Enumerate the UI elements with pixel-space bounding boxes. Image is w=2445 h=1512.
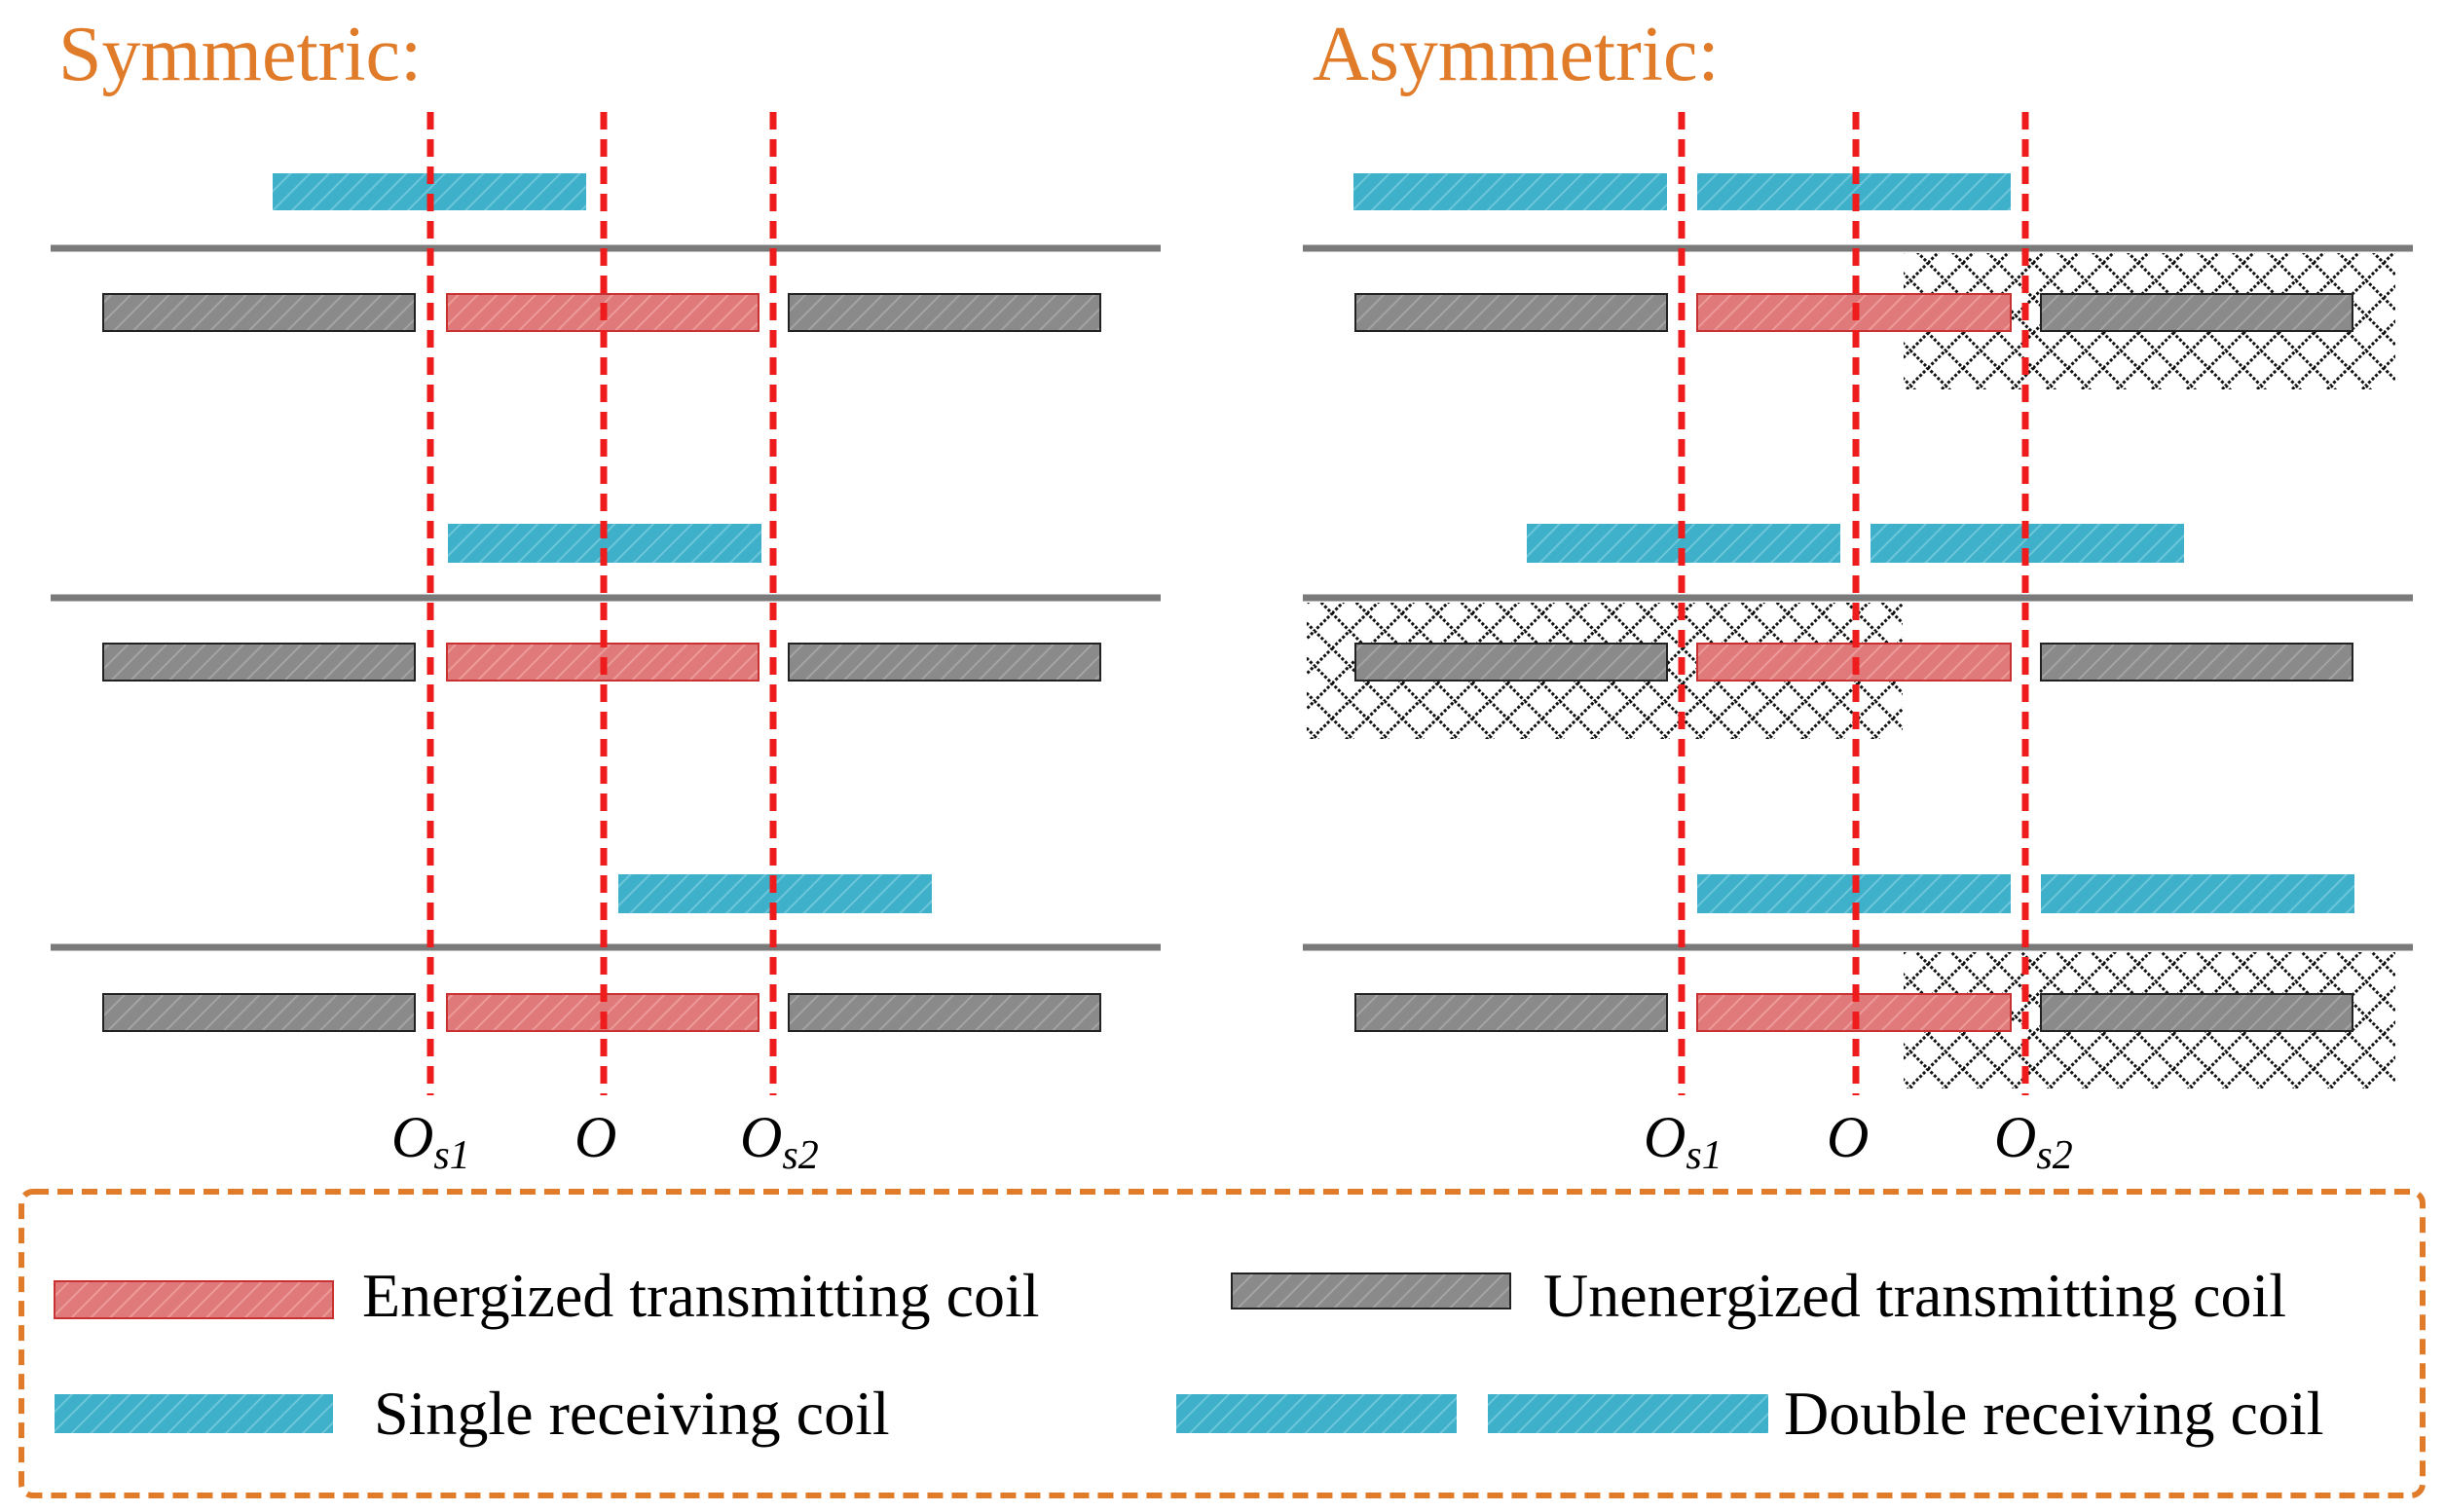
unenergized-coil	[788, 993, 1101, 1032]
unenergized-coil	[1354, 643, 1668, 682]
os2-label: Os2	[1994, 1105, 2073, 1178]
o-label: O	[1827, 1105, 1869, 1169]
os2-label: Os2	[740, 1105, 819, 1178]
unenergized-coil	[2040, 643, 2353, 682]
legend-energized-swatch	[54, 1280, 334, 1319]
legend-unenergized-label: Unenergized transmitting coil	[1543, 1261, 2286, 1330]
legend-double-label: Double receiving coil	[1784, 1379, 2323, 1448]
unenergized-coil	[102, 993, 416, 1032]
os1-label: Os1	[391, 1105, 470, 1178]
unenergized-coil	[1354, 293, 1668, 332]
unenergized-coil	[102, 293, 416, 332]
legend-double-swatch-2	[1488, 1394, 1768, 1433]
legend-energized-label: Energized transmitting coil	[362, 1261, 1040, 1330]
legend-double-swatch-1	[1176, 1394, 1457, 1433]
legend: Energized transmitting coil Unenergized …	[19, 1189, 2426, 1498]
os1-label: Os1	[1644, 1105, 1723, 1178]
unenergized-coil	[2040, 293, 2353, 332]
legend-unenergized-swatch	[1231, 1272, 1511, 1309]
legend-single-label: Single receiving coil	[374, 1379, 890, 1448]
unenergized-coil	[2040, 993, 2353, 1032]
symmetric-title: Symmetric:	[58, 12, 422, 97]
unenergized-coil	[102, 643, 416, 682]
asymmetric-panel: Asymmetric: Os1 O O	[1303, 12, 2413, 1178]
legend-border	[19, 1189, 2426, 1498]
receiving-coil	[2041, 874, 2354, 913]
o-label: O	[574, 1105, 616, 1169]
unenergized-coil	[788, 293, 1101, 332]
unenergized-coil	[788, 643, 1101, 682]
receiving-coil	[1353, 173, 1667, 210]
unenergized-coil	[1354, 993, 1668, 1032]
asymmetric-title: Asymmetric:	[1313, 12, 1720, 97]
symmetric-panel: Symmetric: Os1 O Os2	[51, 12, 1161, 1178]
legend-single-swatch	[55, 1394, 333, 1433]
